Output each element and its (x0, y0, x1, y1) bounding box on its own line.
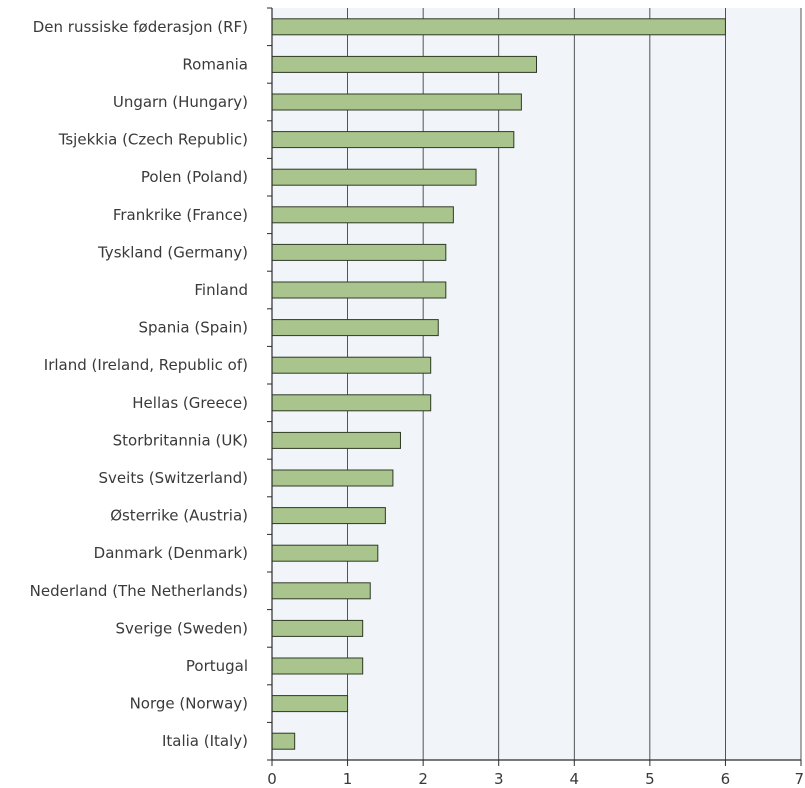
category-label-12: Sveits (Switzerland) (99, 469, 248, 487)
category-label-1: Romania (182, 55, 248, 73)
y-axis (267, 7, 273, 761)
x-tick-label-0: 0 (267, 770, 277, 788)
bar-3 (271, 131, 515, 149)
x-tick-label-7: 7 (794, 770, 804, 788)
x-tick-labels: 0 1 2 3 4 5 6 7 (267, 770, 804, 788)
bar-16 (271, 619, 364, 637)
category-label-5: Frankrike (France) (113, 206, 248, 224)
bar-0 (271, 18, 726, 36)
bar-4 (271, 168, 477, 186)
bar-5 (271, 206, 454, 224)
bar-15 (271, 582, 371, 600)
bars (271, 18, 726, 750)
category-label-6: Tyskland (Germany) (97, 243, 248, 261)
bar-2 (271, 93, 522, 111)
category-label-4: Polen (Poland) (141, 168, 248, 186)
category-label-17: Portugal (186, 657, 248, 675)
x-axis (271, 759, 802, 766)
bar-8 (271, 319, 439, 337)
category-label-16: Sverige (Sweden) (116, 619, 248, 637)
category-label-19: Italia (Italy) (162, 732, 248, 750)
category-label-18: Norge (Norway) (130, 695, 248, 713)
category-label-8: Spania (Spain) (139, 319, 248, 337)
x-tick-label-3: 3 (494, 770, 504, 788)
category-label-11: Storbritannia (UK) (113, 431, 248, 449)
category-label-3: Tsjekkia (Czech Republic) (58, 131, 248, 149)
bar-18 (271, 695, 349, 713)
category-label-7: Finland (194, 281, 248, 299)
bar-6 (271, 243, 447, 261)
category-labels: Den russiske føderasjon (RF) Romania Ungar… (30, 18, 248, 750)
category-label-9: Irland (Ireland, Republic of) (44, 356, 248, 374)
category-label-13: Østerrike (Austria) (110, 507, 248, 525)
category-label-14: Danmark (Denmark) (94, 544, 248, 562)
category-label-0: Den russiske føderasjon (RF) (33, 18, 248, 36)
plot-background (272, 8, 801, 760)
bar-17 (271, 657, 364, 675)
x-tick-label-6: 6 (721, 770, 731, 788)
category-label-2: Ungarn (Hungary) (113, 93, 248, 111)
bar-11 (271, 431, 401, 449)
bar-12 (271, 469, 394, 487)
bar-1 (271, 55, 537, 73)
bar-7 (271, 281, 447, 299)
x-tick-label-1: 1 (343, 770, 353, 788)
bar-10 (271, 394, 432, 412)
category-label-15: Nederland (The Netherlands) (30, 582, 248, 600)
bar-13 (271, 507, 386, 525)
category-label-10: Hellas (Greece) (132, 394, 248, 412)
bar-9 (271, 356, 432, 374)
x-tick-label-2: 2 (418, 770, 428, 788)
x-tick-label-4: 4 (570, 770, 580, 788)
bar-14 (271, 544, 379, 562)
x-tick-label-5: 5 (645, 770, 655, 788)
bar-19 (271, 732, 296, 750)
